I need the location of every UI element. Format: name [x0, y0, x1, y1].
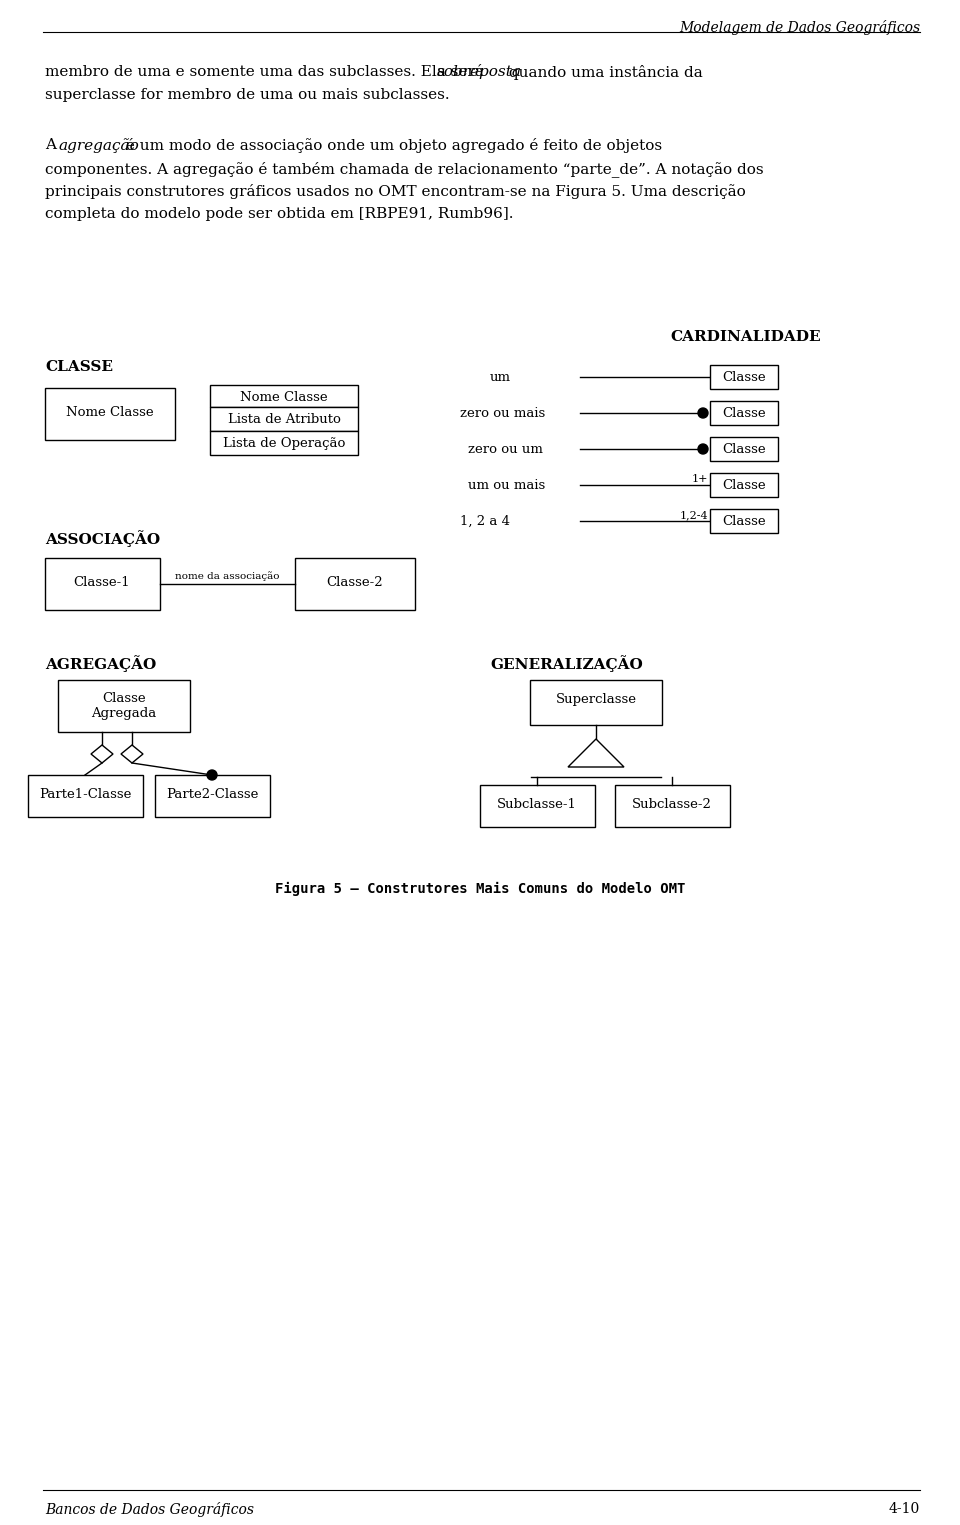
Text: 1, 2 a 4: 1, 2 a 4: [460, 515, 510, 528]
Text: zero ou um: zero ou um: [468, 442, 542, 456]
Text: é um modo de associação onde um objeto agregado é feito de objetos: é um modo de associação onde um objeto a…: [121, 137, 662, 152]
Text: Classe
Agregada: Classe Agregada: [91, 692, 156, 720]
Text: principais construtores gráficos usados no OMT encontram-se na Figura 5. Uma des: principais construtores gráficos usados …: [45, 185, 746, 198]
Text: 1+: 1+: [691, 474, 708, 483]
Bar: [710, 473, 778, 497]
Polygon shape: [121, 746, 143, 762]
Bar: [210, 384, 358, 407]
Bar: [45, 558, 160, 610]
Text: Lista de Operação: Lista de Operação: [223, 438, 346, 450]
Text: Subclasse-1: Subclasse-1: [497, 798, 577, 811]
Bar: [710, 509, 778, 534]
Text: quando uma instância da: quando uma instância da: [504, 66, 703, 79]
Text: completa do modelo pode ser obtida em [RBPE91, Rumb96].: completa do modelo pode ser obtida em [R…: [45, 207, 514, 221]
Text: componentes. A agregação é também chamada de relacionamento “parte_de”. A notaçã: componentes. A agregação é também chamad…: [45, 162, 763, 177]
Text: A: A: [45, 137, 60, 152]
Text: Parte2-Classe: Parte2-Classe: [166, 788, 258, 801]
Text: Classe: Classe: [722, 479, 766, 493]
Bar: [295, 558, 415, 610]
Text: GENERALIZAÇÃO: GENERALIZAÇÃO: [490, 656, 643, 673]
Text: Classe: Classe: [722, 442, 766, 456]
Text: Classe: Classe: [722, 371, 766, 384]
Text: Classe-2: Classe-2: [326, 576, 383, 589]
Text: ASSOCIAÇÃO: ASSOCIAÇÃO: [45, 531, 160, 547]
Bar: [155, 775, 270, 817]
Bar: [45, 387, 175, 441]
Text: zero ou mais: zero ou mais: [460, 407, 545, 419]
Text: Nome Classe: Nome Classe: [240, 390, 327, 404]
Bar: [210, 432, 358, 454]
Bar: [28, 775, 143, 817]
Polygon shape: [568, 740, 624, 767]
Circle shape: [207, 770, 217, 779]
Bar: [530, 680, 662, 724]
Text: Bancos de Dados Geográficos: Bancos de Dados Geográficos: [45, 1502, 254, 1517]
Bar: [58, 680, 190, 732]
Text: AGREGAÇÃO: AGREGAÇÃO: [45, 656, 156, 673]
Text: um: um: [490, 371, 511, 384]
Circle shape: [698, 409, 708, 418]
Text: agregação: agregação: [58, 137, 139, 152]
Text: Lista de Atributo: Lista de Atributo: [228, 413, 341, 425]
Text: 4-10: 4-10: [889, 1502, 920, 1516]
Text: sobreposta: sobreposta: [437, 66, 522, 79]
Text: Modelagem de Dados Geográficos: Modelagem de Dados Geográficos: [679, 20, 920, 35]
Text: um ou mais: um ou mais: [468, 479, 545, 493]
Text: CARDINALIDADE: CARDINALIDADE: [670, 329, 821, 345]
Bar: [710, 401, 778, 425]
Bar: [710, 438, 778, 461]
Polygon shape: [91, 746, 113, 762]
Text: CLASSE: CLASSE: [45, 360, 113, 374]
Text: membro de uma e somente uma das subclasses. Ela será: membro de uma e somente uma das subclass…: [45, 66, 489, 79]
Bar: [710, 364, 778, 389]
Text: Classe: Classe: [722, 407, 766, 419]
Text: nome da associação: nome da associação: [175, 572, 279, 581]
Text: Subclasse-2: Subclasse-2: [632, 798, 712, 811]
Circle shape: [698, 444, 708, 454]
Text: Classe: Classe: [722, 515, 766, 528]
Text: Classe-1: Classe-1: [74, 576, 131, 589]
Text: Parte1-Classe: Parte1-Classe: [38, 788, 132, 801]
Text: 1,2-4: 1,2-4: [680, 509, 708, 520]
Text: superclasse for membro de uma ou mais subclasses.: superclasse for membro de uma ou mais su…: [45, 88, 449, 102]
Bar: [615, 785, 730, 827]
Bar: [210, 407, 358, 432]
Text: Nome Classe: Nome Classe: [66, 406, 154, 419]
Text: Figura 5 – Construtores Mais Comuns do Modelo OMT: Figura 5 – Construtores Mais Comuns do M…: [275, 881, 685, 897]
Bar: [480, 785, 595, 827]
Text: Superclasse: Superclasse: [556, 692, 636, 706]
